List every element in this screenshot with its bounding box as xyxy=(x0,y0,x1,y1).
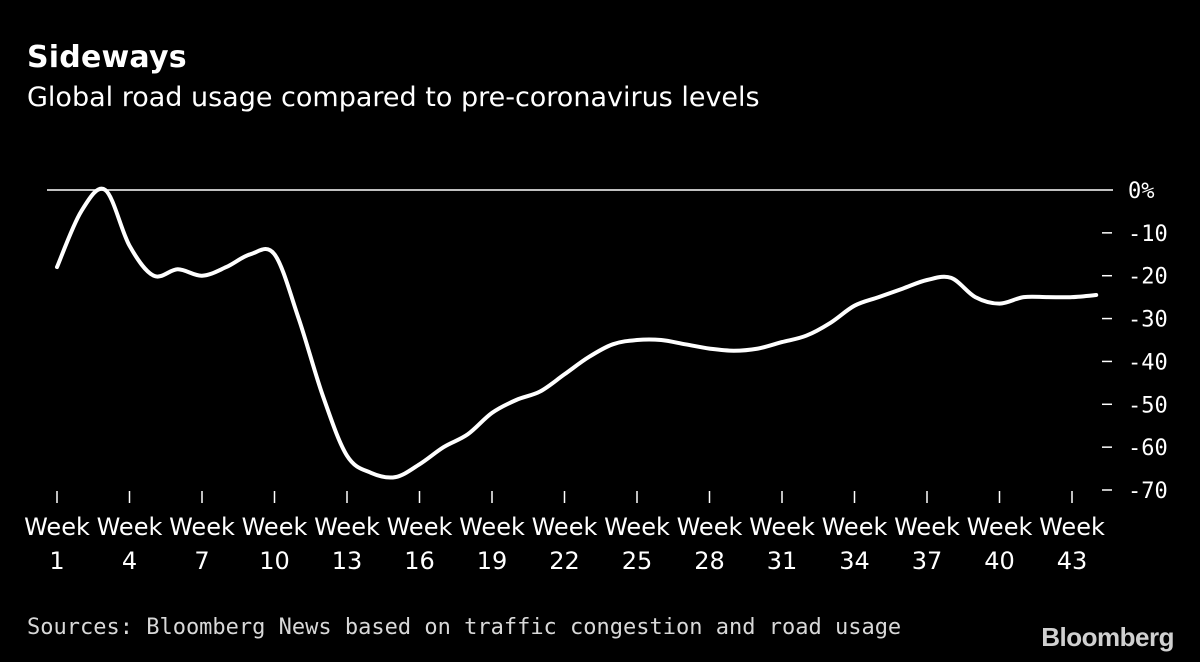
road-usage-series-line xyxy=(55,186,1099,480)
chart-title: Sideways xyxy=(27,40,187,75)
y-tick-label: -50 xyxy=(1128,393,1168,418)
x-tick-label: Week 13 xyxy=(314,513,380,575)
x-tick-label: Week 1 xyxy=(24,513,90,575)
y-tick-label: 0% xyxy=(1128,179,1155,204)
x-tick-label: Week 4 xyxy=(97,513,163,575)
y-axis: 0% -10 -20 -30 -40 -50 -60 -70 xyxy=(1102,179,1168,504)
source-note: Sources: Bloomberg News based on traffic… xyxy=(27,615,902,640)
y-tick-label: -30 xyxy=(1128,308,1168,333)
y-tick-label: -10 xyxy=(1128,222,1168,247)
x-tick-label: Week 16 xyxy=(387,513,453,575)
series-layer xyxy=(55,186,1099,480)
bloomberg-logo: Bloomberg xyxy=(1041,622,1174,652)
y-tick-label: -20 xyxy=(1128,265,1168,290)
y-tick-label: -40 xyxy=(1128,350,1168,375)
x-tick-label: Week 10 xyxy=(242,513,308,575)
y-tick-label: -60 xyxy=(1128,436,1168,461)
x-tick-label: Week 40 xyxy=(967,513,1033,575)
x-tick-label: Week 34 xyxy=(822,513,888,575)
x-tick-label: Week 7 xyxy=(169,513,235,575)
chart-subtitle: Global road usage compared to pre-corona… xyxy=(27,82,760,113)
x-tick-label: Week 28 xyxy=(677,513,743,575)
x-tick-label: Week 37 xyxy=(894,513,960,575)
x-tick-label: Week 43 xyxy=(1039,513,1105,575)
x-tick-label: Week 22 xyxy=(532,513,598,575)
y-tick-label: -70 xyxy=(1128,479,1168,504)
x-tick-label: Week 31 xyxy=(749,513,815,575)
x-tick-label: Week 19 xyxy=(459,513,525,575)
x-tick-label: Week 25 xyxy=(604,513,670,575)
